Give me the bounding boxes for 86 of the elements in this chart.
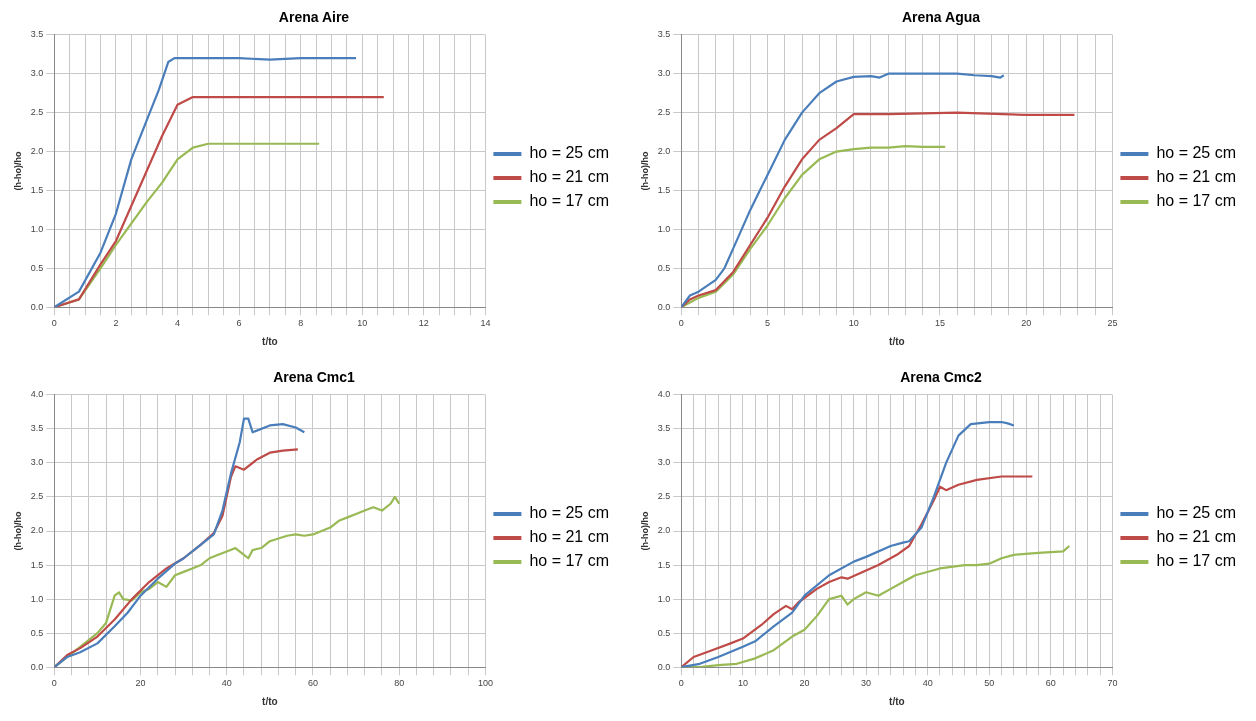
x-tick-label: 2 <box>113 318 119 329</box>
y-tick-label: 1.0 <box>657 593 671 604</box>
legend-label: ho = 25 cm <box>1156 144 1237 162</box>
legend-label: ho = 17 cm <box>1156 552 1237 570</box>
y-tick-label: 4.0 <box>30 389 44 400</box>
y-tick-label: 0.0 <box>657 661 671 672</box>
x-tick-label: 70 <box>1107 678 1118 689</box>
legend-label: ho = 21 cm <box>529 528 610 546</box>
x-axis-title: t/to <box>889 695 905 707</box>
y-tick-label: 1.5 <box>30 559 44 570</box>
y-tick-label: 4.0 <box>657 389 671 400</box>
x-tick-label: 10 <box>848 318 859 329</box>
x-tick-label: 10 <box>737 678 748 689</box>
y-tick-label: 1.5 <box>30 184 44 195</box>
x-tick-label: 4 <box>174 318 180 329</box>
x-tick-label: 12 <box>418 318 429 329</box>
y-tick-label: 3.5 <box>657 29 671 40</box>
y-tick-label: 0.5 <box>30 262 44 273</box>
x-tick-label: 40 <box>922 678 933 689</box>
legend-label: ho = 21 cm <box>529 168 610 186</box>
legend-label: ho = 25 cm <box>529 504 610 522</box>
x-axis-title: t/to <box>262 335 278 347</box>
y-tick-label: 0.5 <box>657 627 671 638</box>
x-tick-label: 6 <box>236 318 242 329</box>
x-tick-label: 0 <box>51 318 57 329</box>
x-tick-label: 15 <box>934 318 945 329</box>
x-tick-label: 25 <box>1107 318 1118 329</box>
legend-label: ho = 21 cm <box>1156 168 1237 186</box>
x-tick-label: 60 <box>1045 678 1056 689</box>
y-tick-label: 0.5 <box>30 627 44 638</box>
y-axis-title: (h-ho)/ho <box>639 511 650 551</box>
y-tick-label: 0.5 <box>657 262 671 273</box>
y-tick-label: 2.5 <box>30 107 44 118</box>
y-tick-label: 3.0 <box>30 68 44 79</box>
legend-label: ho = 21 cm <box>1156 528 1237 546</box>
y-tick-label: 3.5 <box>657 423 671 434</box>
y-tick-label: 3.5 <box>30 423 44 434</box>
x-axis-title: t/to <box>262 695 278 707</box>
x-tick-label: 40 <box>221 678 232 689</box>
x-tick-label: 0 <box>678 318 684 329</box>
y-tick-label: 2.0 <box>30 525 44 536</box>
legend-label: ho = 25 cm <box>529 144 610 162</box>
chart-title: Arena Aire <box>278 9 350 26</box>
x-axis-title: t/to <box>889 335 905 347</box>
y-tick-label: 2.5 <box>657 491 671 502</box>
y-tick-label: 2.0 <box>657 146 671 157</box>
y-tick-label: 2.5 <box>30 491 44 502</box>
x-tick-label: 20 <box>1021 318 1032 329</box>
y-tick-label: 1.5 <box>657 184 671 195</box>
x-tick-label: 20 <box>135 678 146 689</box>
y-tick-label: 1.0 <box>30 593 44 604</box>
legend-label: ho = 17 cm <box>1156 192 1237 210</box>
x-tick-label: 30 <box>861 678 872 689</box>
y-tick-label: 3.0 <box>657 68 671 79</box>
legend-label: ho = 17 cm <box>529 552 610 570</box>
y-tick-label: 3.0 <box>30 457 44 468</box>
x-tick-label: 14 <box>480 318 491 329</box>
y-tick-label: 2.0 <box>657 525 671 536</box>
legend-label: ho = 17 cm <box>529 192 610 210</box>
y-axis-title: (h-ho)/ho <box>639 151 650 191</box>
y-axis-title: (h-ho)/ho <box>12 151 23 191</box>
legend-label: ho = 25 cm <box>1156 504 1237 522</box>
x-tick-label: 60 <box>307 678 318 689</box>
x-tick-label: 5 <box>765 318 771 329</box>
y-tick-label: 2.5 <box>657 107 671 118</box>
y-axis-title: (h-ho)/ho <box>12 511 23 551</box>
chart-title: Arena Cmc1 <box>273 369 356 386</box>
chart-title: Arena Agua <box>901 9 981 26</box>
y-tick-label: 1.0 <box>657 223 671 234</box>
chart-title: Arena Cmc2 <box>900 369 983 386</box>
x-tick-label: 20 <box>799 678 810 689</box>
y-tick-label: 3.0 <box>657 457 671 468</box>
y-tick-label: 0.0 <box>30 661 44 672</box>
y-tick-label: 2.0 <box>30 146 44 157</box>
x-tick-label: 10 <box>357 318 368 329</box>
x-tick-label: 100 <box>477 678 493 689</box>
x-tick-label: 50 <box>984 678 995 689</box>
x-tick-label: 0 <box>678 678 684 689</box>
y-tick-label: 3.5 <box>30 29 44 40</box>
y-tick-label: 0.0 <box>30 301 44 312</box>
x-tick-label: 80 <box>394 678 405 689</box>
y-tick-label: 0.0 <box>657 301 671 312</box>
y-tick-label: 1.5 <box>657 559 671 570</box>
y-tick-label: 1.0 <box>30 223 44 234</box>
x-tick-label: 8 <box>298 318 304 329</box>
x-tick-label: 0 <box>51 678 57 689</box>
